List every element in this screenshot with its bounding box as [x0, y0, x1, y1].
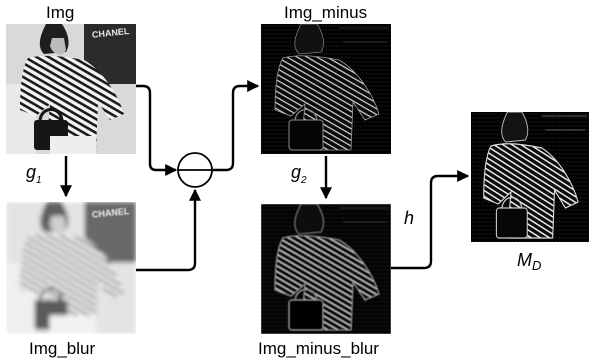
- edge-img-blur-to-subtract: [136, 188, 201, 272]
- g2-sub: 2: [300, 175, 307, 186]
- edge-subtract-to-img-minus: [212, 80, 260, 172]
- md-label: MD: [517, 250, 541, 273]
- edge-img-to-subtract: [136, 84, 178, 176]
- g1-main: g: [26, 162, 36, 182]
- img-label: Img: [46, 3, 74, 22]
- md-photo: [471, 112, 589, 242]
- g1-sub: 1: [36, 175, 42, 186]
- img-blur-photo: CHANEL: [6, 202, 136, 334]
- edge-img-minus-blur-to-md: [391, 170, 470, 270]
- img-sign-text: CHANEL: [91, 26, 130, 40]
- md-label-main: M: [517, 250, 532, 270]
- img-blur-sign-text: CHANEL: [91, 206, 130, 220]
- img-minus-photo: [261, 24, 391, 154]
- img-minus-blur-photo: [261, 204, 391, 334]
- img-minus-blur-label: Img_minus_blur: [258, 339, 379, 358]
- operator-g2-label: g2: [291, 162, 307, 186]
- operator-h-label: h: [404, 208, 414, 228]
- g2-main: g: [291, 162, 301, 182]
- img-minus-label: Img_minus: [284, 3, 367, 22]
- img-photo: CHANEL: [6, 24, 136, 154]
- md-label-sub: D: [532, 258, 541, 273]
- operator-g1-label: g1: [26, 162, 42, 186]
- img-blur-label: Img_blur: [29, 339, 95, 358]
- subtract-node: [177, 152, 213, 188]
